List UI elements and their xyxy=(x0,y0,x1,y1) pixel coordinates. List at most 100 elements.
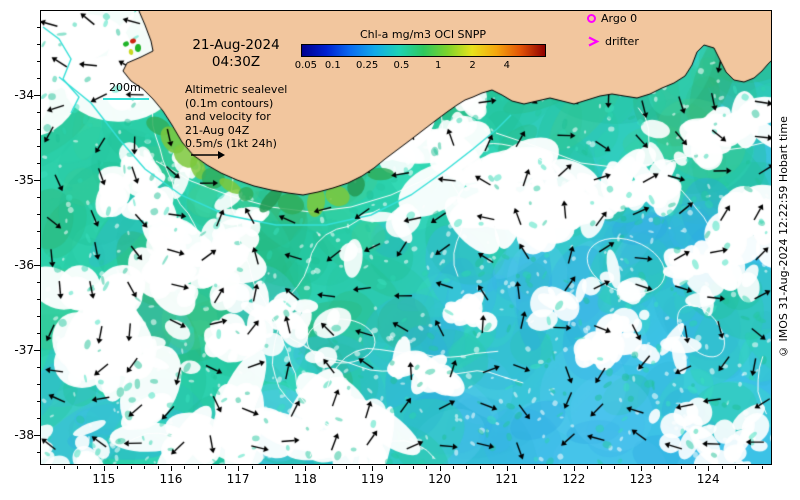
x-axis-minor-tick xyxy=(694,466,696,469)
info-line: 21-Aug 04Z xyxy=(185,123,250,137)
x-axis-minor-tick xyxy=(76,466,78,469)
colorbar-tick-label: 0.1 xyxy=(324,60,341,71)
y-tick-label: -36 xyxy=(14,258,34,273)
x-axis-minor-tick xyxy=(211,466,213,469)
colorbar-tick-label: 0.05 xyxy=(294,60,318,71)
x-axis-tick xyxy=(506,466,508,471)
x-axis-tick xyxy=(238,466,240,471)
y-axis-minor-tick xyxy=(37,44,40,46)
velocity-scale-arrow-icon xyxy=(191,151,225,159)
x-axis-minor-tick xyxy=(117,466,119,469)
x-axis-minor-tick xyxy=(412,466,414,469)
x-axis-minor-tick xyxy=(251,466,253,469)
x-axis-tick xyxy=(372,466,374,471)
x-axis-minor-tick xyxy=(520,466,522,469)
y-axis-minor-tick xyxy=(37,333,40,335)
x-axis-minor-tick xyxy=(130,466,132,469)
x-tick-label: 117 xyxy=(226,472,250,486)
y-tick-label: -34 xyxy=(14,88,34,103)
y-axis-minor-tick xyxy=(37,214,40,216)
x-axis-minor-tick xyxy=(560,466,562,469)
x-axis-tick xyxy=(641,466,643,471)
y-axis-minor-tick xyxy=(37,316,40,318)
x-axis-minor-tick xyxy=(358,466,360,469)
credit-text: © IMOS 31-Aug-2024 12:22:59 Hobart time xyxy=(777,116,790,359)
info-line: (0.1m contours) xyxy=(185,96,274,110)
y-axis-tick xyxy=(34,180,40,182)
x-axis-minor-tick xyxy=(721,466,723,469)
x-axis-minor-tick xyxy=(761,466,763,469)
x-axis-minor-tick xyxy=(318,466,320,469)
x-axis-tick xyxy=(170,466,172,471)
x-axis-minor-tick xyxy=(748,466,750,469)
y-axis-minor-tick xyxy=(37,163,40,165)
info-line: 0.5m/s (1kt 24h) xyxy=(185,137,277,150)
y-axis-minor-tick xyxy=(37,27,40,28)
x-axis-minor-tick xyxy=(453,466,454,469)
y-axis-minor-tick xyxy=(37,299,40,301)
x-axis-tick xyxy=(708,466,710,471)
y-axis-minor-tick xyxy=(37,197,40,199)
x-axis-minor-tick xyxy=(493,466,495,469)
x-axis-minor-tick xyxy=(654,466,656,469)
x-tick-label: 122 xyxy=(562,472,586,486)
colorbar-title: Chl-a mg/m3 OCI SNPP xyxy=(359,28,487,41)
y-axis-tick xyxy=(34,95,40,97)
x-tick-label: 123 xyxy=(629,472,653,486)
y-axis-minor-tick xyxy=(37,401,40,403)
x-axis-minor-tick xyxy=(614,466,616,469)
x-axis-minor-tick xyxy=(426,466,428,469)
x-axis-minor-tick xyxy=(735,466,737,469)
drifter-label: drifter xyxy=(605,35,639,48)
x-axis-minor-tick xyxy=(466,466,468,469)
x-axis-tick xyxy=(573,466,575,471)
x-axis-minor-tick xyxy=(90,466,92,469)
y-axis-minor-tick xyxy=(37,61,40,63)
colorbar-tick-label: 0.5 xyxy=(393,60,410,71)
x-axis-tick xyxy=(103,466,105,471)
info-line: and velocity for xyxy=(185,110,271,123)
y-axis-minor-tick xyxy=(37,418,40,420)
x-axis-minor-tick xyxy=(197,466,199,469)
x-tick-label: 124 xyxy=(696,472,720,486)
x-axis-minor-tick xyxy=(600,466,602,469)
y-axis-minor-tick xyxy=(37,367,40,369)
ocean-map-canvas xyxy=(41,11,771,464)
x-axis-minor-tick xyxy=(63,466,65,469)
y-axis-minor-tick xyxy=(37,112,40,114)
argo-legend: Argo 0 xyxy=(587,12,637,25)
y-axis-minor-tick xyxy=(37,282,40,284)
x-axis-minor-tick xyxy=(587,466,589,469)
x-axis-minor-tick xyxy=(291,466,293,469)
colorbar xyxy=(301,44,546,57)
bathy-200m-label: 200m xyxy=(109,81,141,94)
colorbar-tick-label: 2 xyxy=(469,60,476,71)
x-axis-minor-tick xyxy=(224,466,226,469)
argo-label: Argo 0 xyxy=(601,12,638,25)
y-axis-minor-tick xyxy=(37,452,40,454)
x-tick-label: 116 xyxy=(159,472,183,486)
y-axis-minor-tick xyxy=(37,231,40,233)
y-axis-tick xyxy=(34,350,40,352)
x-axis-minor-tick xyxy=(547,466,549,469)
x-axis-minor-tick xyxy=(667,466,669,469)
x-tick-label: 119 xyxy=(360,472,384,486)
drifter-legend: drifter xyxy=(587,35,639,48)
date-label: 21-Aug-2024 xyxy=(192,37,280,53)
colorbar-scale: 0.05 0.1 0.25 0.5 1 2 4 xyxy=(295,60,546,72)
x-axis-minor-tick xyxy=(345,466,347,469)
x-axis-minor-tick xyxy=(157,466,159,469)
x-axis-minor-tick xyxy=(278,466,280,469)
y-tick-label: -38 xyxy=(14,428,34,443)
y-axis-minor-tick xyxy=(37,129,40,131)
x-axis-minor-tick xyxy=(184,466,186,469)
y-axis-minor-tick xyxy=(37,146,40,148)
argo-marker-icon xyxy=(587,14,596,23)
x-axis-minor-tick xyxy=(533,466,535,469)
y-tick-label: -37 xyxy=(14,343,34,358)
map-plot-area: 21-Aug-2024 04:30Z Chl-a mg/m3 OCI SNPP … xyxy=(40,10,772,465)
y-axis-minor-tick xyxy=(37,248,40,250)
colorbar-tick-label: 1 xyxy=(435,60,442,71)
y-axis-tick xyxy=(34,435,40,437)
